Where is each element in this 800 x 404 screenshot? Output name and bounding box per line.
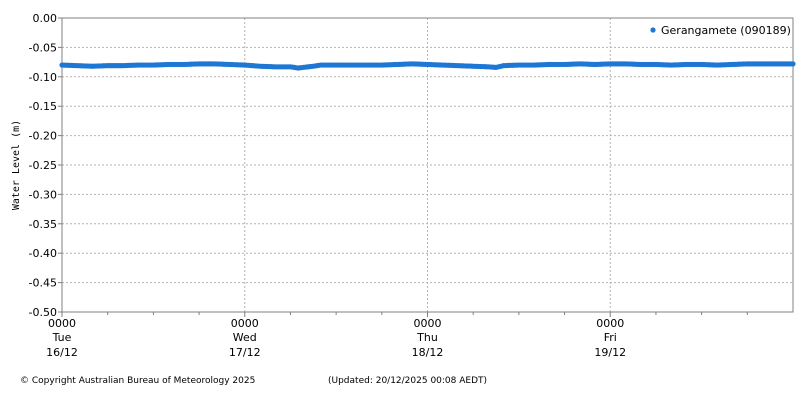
legend: Gerangamete (090189) xyxy=(650,24,791,37)
y-tick-label: -0.50 xyxy=(29,306,57,319)
y-tick-label: -0.45 xyxy=(29,277,57,290)
y-tick-label: -0.20 xyxy=(29,130,57,143)
y-tick-label: -0.30 xyxy=(29,188,57,201)
x-tick-day-label: Tue xyxy=(52,331,72,344)
y-axis-label: Water Level (m) xyxy=(11,120,22,210)
x-tick-date-label: 19/12 xyxy=(594,346,626,359)
y-tick-label: -0.15 xyxy=(29,100,57,113)
x-tick-time-label: 0000 xyxy=(414,317,442,330)
y-tick-label: 0.00 xyxy=(33,12,58,25)
x-tick-time-label: 0000 xyxy=(596,317,624,330)
x-tick-time-label: 0000 xyxy=(231,317,259,330)
x-tick-time-label: 0000 xyxy=(48,317,76,330)
x-tick-date-label: 16/12 xyxy=(46,346,78,359)
x-tick-date-label: 17/12 xyxy=(229,346,261,359)
grid-layer xyxy=(62,18,793,312)
y-axis-ticks: 0.00 -0.05 -0.10 -0.15 -0.20 -0.25 -0.30 -0.35 -… xyxy=(29,12,62,319)
x-axis-ticks: 0000Tue16/120000Wed17/120000Thu18/120000… xyxy=(46,312,748,359)
y-tick-label: -0.05 xyxy=(29,41,57,54)
x-tick-day-label: Fri xyxy=(604,331,617,344)
copyright-text: © Copyright Australian Bureau of Meteoro… xyxy=(20,376,255,386)
y-tick-label: -0.10 xyxy=(29,71,57,84)
legend-marker-icon xyxy=(650,27,656,33)
x-tick-day-label: Thu xyxy=(416,331,438,344)
series-layer xyxy=(59,61,796,71)
x-tick-day-label: Wed xyxy=(233,331,257,344)
y-tick-label: -0.35 xyxy=(29,218,57,231)
legend-label: Gerangamete (090189) xyxy=(661,24,791,37)
x-tick-date-label: 18/12 xyxy=(412,346,444,359)
y-tick-label: -0.40 xyxy=(29,247,57,260)
data-point xyxy=(790,61,796,67)
updated-text: (Updated: 20/12/2025 00:08 AEDT) xyxy=(328,376,487,386)
y-tick-label: -0.25 xyxy=(29,159,57,172)
